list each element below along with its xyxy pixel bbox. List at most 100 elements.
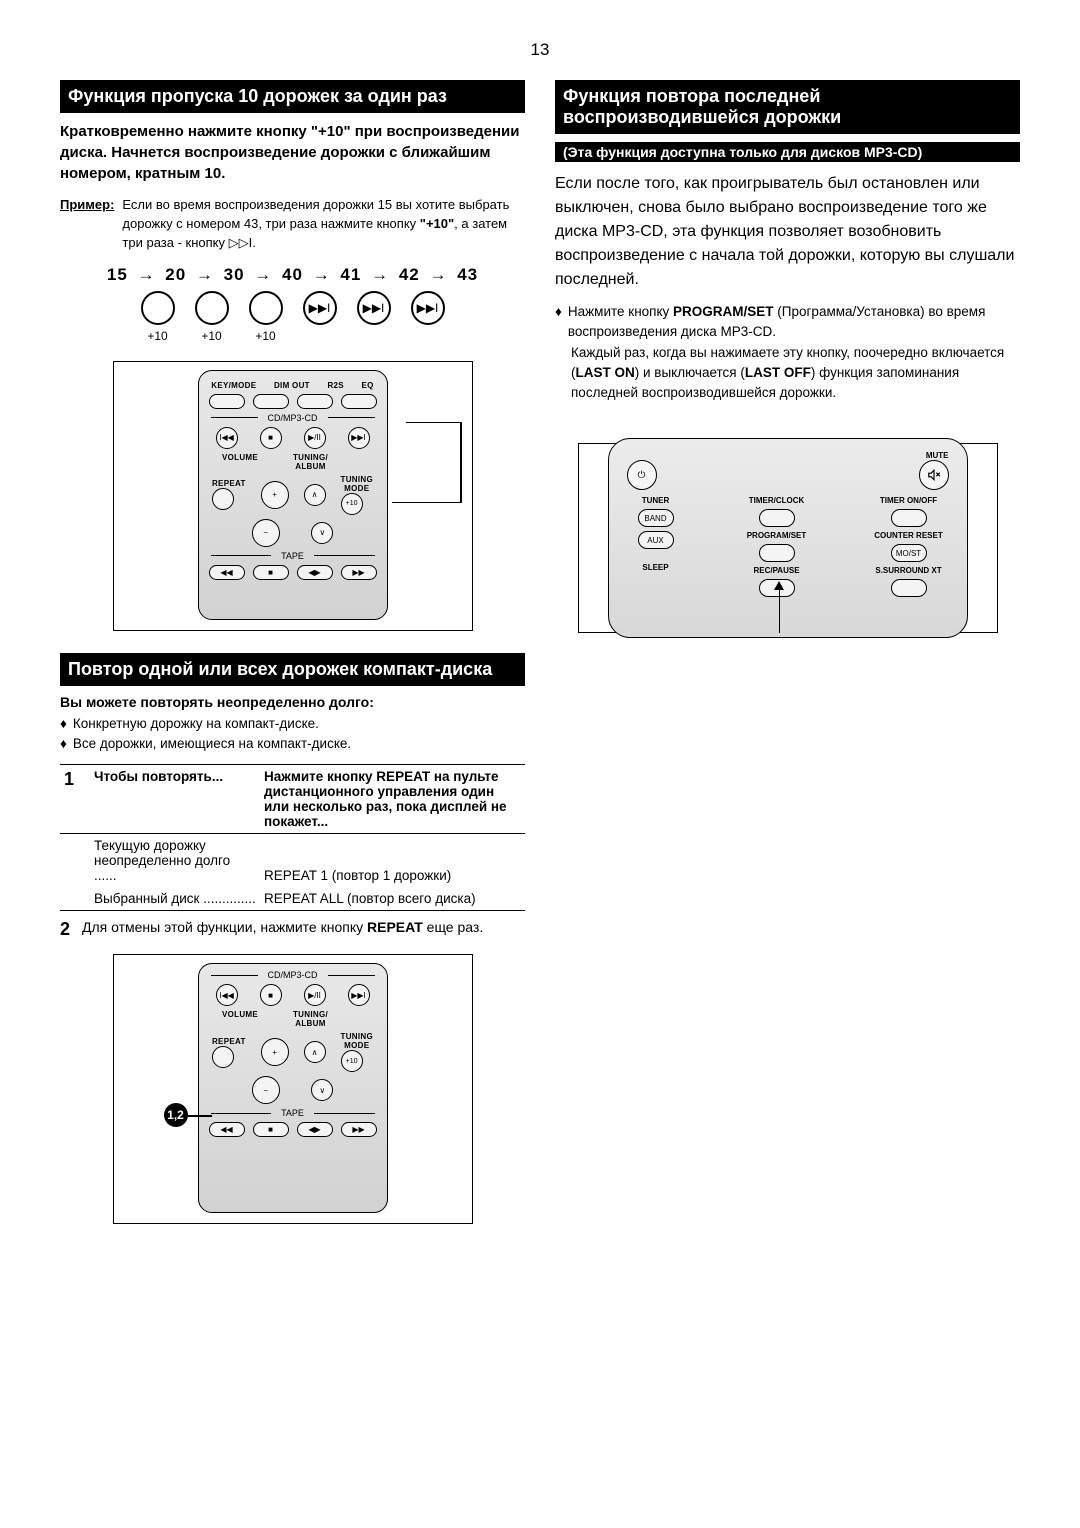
diamond-icon: ♦	[555, 302, 562, 343]
plus10-cell: +10	[195, 291, 229, 343]
seq-0: 15	[107, 265, 128, 284]
seq-6: 43	[457, 265, 478, 284]
play-icon: ◀▶	[297, 1122, 333, 1137]
tuning-album-label: TUNING/ ALBUM	[293, 1010, 328, 1028]
pill-btn	[341, 394, 377, 409]
table-h2: Нажмите кнопку REPEAT на пульте дистанци…	[260, 765, 525, 834]
prev-icon: I◀◀	[216, 427, 238, 449]
seq-1: 20	[165, 265, 186, 284]
plus10-button-icon	[141, 291, 175, 325]
aux-btn: AUX	[638, 531, 674, 549]
next-track-icon: ▶▶I	[303, 291, 337, 325]
bullet-text: Конкретную дорожку на компакт-диске.	[73, 714, 319, 734]
plus10-label: +10	[195, 329, 229, 343]
repeat-label: REPEAT	[212, 479, 246, 488]
callout-line	[406, 422, 462, 424]
stop-icon: ■	[253, 565, 289, 580]
example-block: Пример: Если во время воспроизведения до…	[60, 196, 525, 253]
plus10-label: +10	[141, 329, 175, 343]
bullet-text: Все дорожки, имеющиеся на компакт-диске.	[73, 734, 351, 754]
example-label: Пример:	[60, 196, 114, 253]
band-btn: BAND	[638, 509, 674, 527]
plus10-btn-icon: +10	[341, 1050, 363, 1072]
section1-header: Функция пропуска 10 дорожек за один раз	[60, 80, 525, 113]
pill-btn	[891, 579, 927, 597]
callout-line	[188, 1115, 212, 1117]
callout-line	[392, 502, 462, 504]
tuning-mode-label: TUNING MODE	[341, 1032, 373, 1050]
remote-diagram-right: MUTE ⏻ TUNER BAND AUX SLEEP	[578, 443, 998, 633]
remote-body: CD/MP3-CD I◀◀ ■ ▶/II ▶▶I VOLUME TUNING/ …	[198, 963, 388, 1213]
step1-number: 1	[64, 769, 86, 790]
right-bullets: ♦ Нажмите кнопку PROGRAM/SET (Программа/…	[555, 302, 1020, 403]
timerclock-label: TIMER/CLOCK	[749, 496, 805, 505]
arrow-icon: →	[429, 265, 447, 284]
button-icon-row: +10 +10 +10 ▶▶I ▶▶I ▶▶I	[60, 291, 525, 343]
table-r1c1: Текущую дорожку неопределенно долго ....…	[90, 834, 260, 888]
plus10-label: +10	[249, 329, 283, 343]
tuning-mode-label: TUNING MODE	[341, 475, 373, 493]
repeat-btn-icon	[212, 488, 234, 510]
step2-text: Для отмены этой функции, нажмите кнопку …	[82, 919, 483, 940]
callout-line	[779, 585, 781, 633]
next-icon: ▶▶I	[348, 427, 370, 449]
next-track-icon: ▶▶I	[411, 291, 445, 325]
table-r2c2: REPEAT ALL (повтор всего диска)	[260, 887, 525, 911]
next-cell: ▶▶I	[303, 291, 337, 343]
mute-label: MUTE	[926, 451, 949, 460]
plus10-button-icon	[249, 291, 283, 325]
down-icon: ∨	[311, 1079, 333, 1101]
step2-text-2: еще раз.	[423, 919, 483, 935]
pill-btn	[759, 544, 795, 562]
t: LAST OFF	[745, 365, 811, 380]
play-pause-icon: ▶/II	[304, 984, 326, 1006]
pill-btn	[891, 509, 927, 527]
play-icon: ◀▶	[297, 565, 333, 580]
table-r1c2: REPEAT 1 (повтор 1 дорожки)	[260, 834, 525, 888]
recpause-label: REC/PAUSE	[753, 566, 799, 575]
arrow-icon: →	[254, 265, 272, 284]
right-paragraph: Если после того, как проигрыватель был о…	[555, 172, 1020, 292]
content-columns: Функция пропуска 10 дорожек за один раз …	[60, 80, 1020, 1246]
bullet-text: Нажмите кнопку PROGRAM/SET (Программа/Ус…	[568, 302, 1020, 343]
cdmp3-label: CD/MP3-CD	[205, 413, 381, 423]
right-subbar: (Эта функция доступна только для дисков …	[555, 142, 1020, 162]
seq-5: 42	[399, 265, 420, 284]
stop-icon: ■	[260, 984, 282, 1006]
right-column: Функция повтора последней воспроизводивш…	[555, 80, 1020, 1246]
pill-btn	[297, 394, 333, 409]
tuning-album-label: TUNING/ ALBUM	[293, 453, 328, 471]
volume-label: VOLUME	[222, 1010, 258, 1019]
timeronoff-label: TIMER ON/OFF	[880, 496, 937, 505]
tape-label: TAPE	[205, 1108, 381, 1118]
repeat-btn-icon	[212, 1046, 234, 1068]
page-number: 13	[60, 40, 1020, 60]
section1-intro: Кратковременно нажмите кнопку "+10" при …	[60, 121, 525, 184]
next-track-icon: ▶▶I	[357, 291, 391, 325]
volume-label: VOLUME	[222, 453, 258, 462]
vol-up-icon: +	[261, 1038, 289, 1066]
t: LAST ON	[576, 365, 635, 380]
pill-btn	[759, 509, 795, 527]
section2-header: Повтор одной или всех дорожек компакт-ди…	[60, 653, 525, 686]
surround-label: S.SURROUND XT	[875, 566, 941, 575]
remote-diagram-2: CD/MP3-CD I◀◀ ■ ▶/II ▶▶I VOLUME TUNING/ …	[113, 954, 473, 1224]
down-icon: ∨	[311, 522, 333, 544]
most-btn: MO/ST	[891, 544, 927, 562]
plus10-cell: +10	[249, 291, 283, 343]
tuner-label: TUNER	[642, 496, 670, 505]
ff-icon: ▶▶	[341, 1122, 377, 1137]
remote-body: MUTE ⏻ TUNER BAND AUX SLEEP	[608, 438, 968, 638]
mute-icon	[919, 460, 949, 490]
stop-icon: ■	[260, 427, 282, 449]
play-pause-icon: ▶/II	[304, 427, 326, 449]
callout-line	[460, 422, 462, 502]
remote-body: KEY/MODE DIM OUT R2S EQ CD/MP3-CD I◀◀ ■ …	[198, 370, 388, 620]
remote-diagram-1: KEY/MODE DIM OUT R2S EQ CD/MP3-CD I◀◀ ■ …	[113, 361, 473, 631]
seq-2: 30	[224, 265, 245, 284]
pill-btn	[253, 394, 289, 409]
tape-label: TAPE	[205, 551, 381, 561]
step2-text-bold: REPEAT	[367, 919, 423, 935]
up-icon: ∧	[304, 484, 326, 506]
ff-icon: ▶▶	[341, 565, 377, 580]
